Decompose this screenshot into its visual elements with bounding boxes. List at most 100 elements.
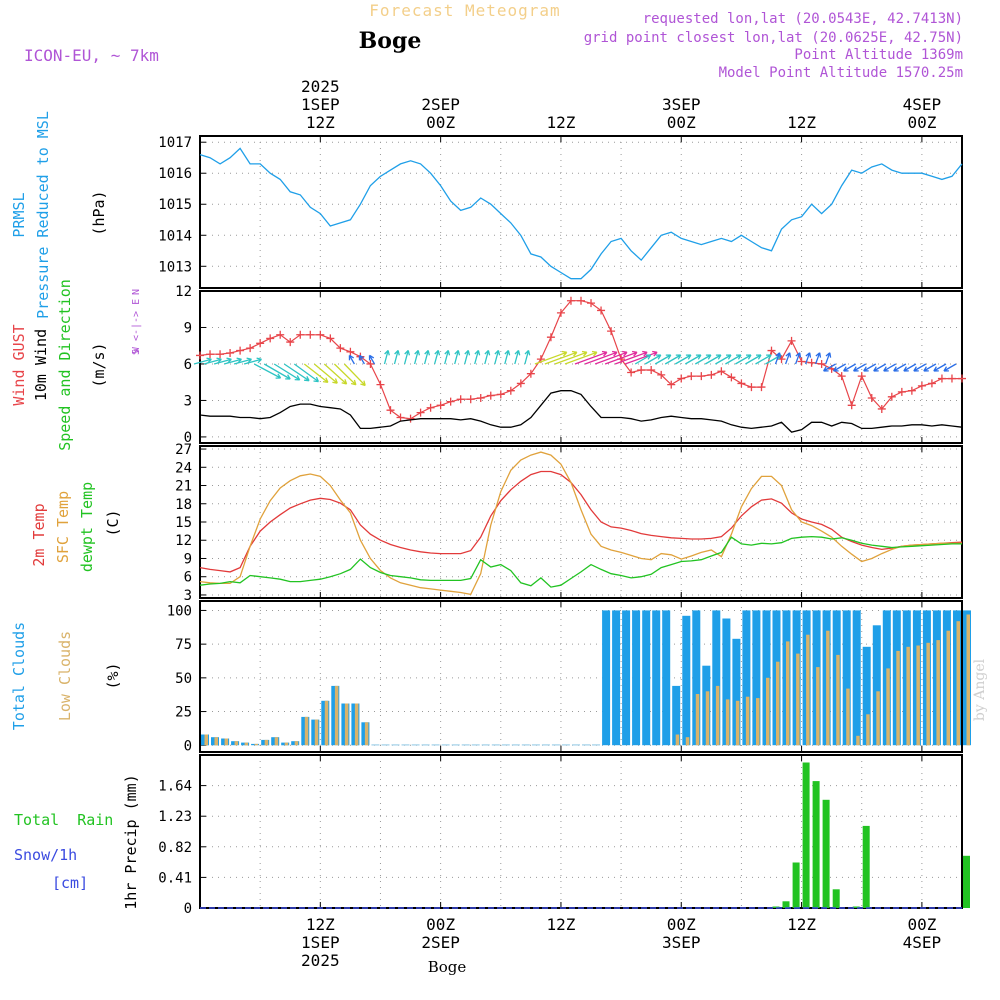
wind-panel: 0 3 6 9 12 <box>175 284 966 446</box>
rain-bar <box>862 825 870 908</box>
low-cloud-bar <box>856 735 860 746</box>
temp-frame <box>199 445 963 599</box>
total-cloud-bar <box>752 610 761 746</box>
low-cloud-bar <box>254 743 259 746</box>
total-cloud-bar <box>852 610 861 746</box>
low-cloud-bar <box>344 703 349 746</box>
wind-ytick-label: 12 <box>175 284 192 300</box>
temp-ytick-label: 18 <box>175 497 192 513</box>
wind-direction-arrow <box>804 352 812 365</box>
gust-point <box>577 296 585 305</box>
wind-direction-arrow <box>634 354 652 365</box>
gust-point <box>647 366 656 375</box>
gust-point <box>206 350 215 359</box>
bottom-time-label: 4SEP <box>903 933 942 952</box>
gust-point <box>256 339 265 348</box>
gust-point <box>396 413 405 422</box>
gust-point <box>276 330 285 339</box>
wind-direction-arrow <box>923 363 937 372</box>
total-cloud-bar <box>551 744 560 746</box>
gust-point <box>847 401 856 410</box>
wind-direction-arrow <box>554 350 588 365</box>
t2m-line <box>199 470 963 573</box>
wind-direction-arrow <box>464 349 471 365</box>
gust-point <box>236 346 245 355</box>
low-cloud-bar <box>334 685 339 746</box>
wind-direction-arrow <box>933 363 947 372</box>
pressure-ytick-label: 1016 <box>158 166 192 182</box>
gust-point <box>687 372 696 381</box>
gust-point <box>607 327 616 336</box>
gust-point <box>366 359 375 368</box>
pressure-panel: 1013 1014 1015 1016 1017 <box>158 135 963 289</box>
low-cloud-bar <box>926 642 930 746</box>
temp-ytick-label: 9 <box>184 551 192 567</box>
wind-direction-arrow <box>343 363 366 387</box>
wind-direction-arrow <box>774 352 782 365</box>
bottom-time-label: 12Z <box>546 915 575 934</box>
gust-line <box>199 300 962 420</box>
compass-n: N <box>131 289 142 295</box>
temp-ytick-label: 27 <box>175 442 192 458</box>
top-time-label: 4SEP <box>903 95 942 114</box>
gust-point <box>877 404 886 413</box>
t2m-label: 2m Temp <box>30 503 48 566</box>
bottom-time-label: 00Z <box>426 915 455 934</box>
clouds-ytick-label: 0 <box>184 738 192 754</box>
pressure-ytick-label: 1013 <box>158 259 192 275</box>
wind-direction-arrow <box>293 363 320 383</box>
gust-point <box>817 359 826 368</box>
rain-bar <box>812 781 820 908</box>
gust-point <box>907 386 916 395</box>
wind-direction-arrow <box>524 349 531 365</box>
wind-direction-arrow <box>348 354 355 365</box>
wind-direction-arrow <box>383 349 390 365</box>
low-cloud-bar <box>936 640 940 746</box>
gridpoint-coords: grid point closest lon,lat (20.0625E, 42… <box>584 30 963 46</box>
gust-point <box>897 387 906 396</box>
wind-direction-arrow <box>745 354 762 365</box>
temp-ytick-label: 3 <box>184 588 192 604</box>
gust-point <box>416 408 425 417</box>
precip-ytick-label: 1.64 <box>158 779 192 795</box>
rain-bar <box>852 906 860 908</box>
top-time-label: 00Z <box>907 113 936 132</box>
low-cloud-bar <box>304 716 309 746</box>
total-cloud-bar <box>421 744 430 746</box>
low-cloud-bar <box>866 714 870 746</box>
gust-point <box>627 368 636 377</box>
gust-point <box>677 374 686 383</box>
low-cloud-bar <box>956 621 960 746</box>
gust-point <box>747 383 756 392</box>
low-cloud-bar <box>294 741 299 746</box>
total-cloud-bar <box>521 744 530 746</box>
total-cloud-bar <box>682 615 691 746</box>
top-time-label: 1SEP <box>301 95 340 114</box>
gust-point <box>566 296 575 305</box>
bottom-time-label: 2025 <box>301 951 340 970</box>
low-cloud-bar <box>906 646 910 746</box>
wind-direction-arrow <box>794 352 802 365</box>
totalclouds-label: Total Clouds <box>10 622 28 730</box>
clouds-panel: 0 25 50 75 100 <box>167 600 971 754</box>
precip-ytick-label: 0 <box>184 901 192 917</box>
low-cloud-bar <box>234 741 239 746</box>
low-cloud-bar <box>786 641 790 746</box>
total-cloud-bar <box>371 744 380 746</box>
low-cloud-bar <box>776 661 780 746</box>
low-cloud-bar <box>284 742 289 746</box>
bottom-time-label: 3SEP <box>662 933 701 952</box>
temp-ytick-label: 6 <box>184 570 192 586</box>
prmsl-label: PRMSL <box>10 192 28 237</box>
pressure-ytick-label: 1017 <box>158 135 192 151</box>
gust-point <box>597 306 606 315</box>
rain-label: Total Rain <box>14 811 113 829</box>
bottom-time-label: 12Z <box>306 915 335 934</box>
rain-bar <box>792 862 800 908</box>
wind10m-label: 10m Wind <box>32 329 50 401</box>
gust-point <box>426 403 435 412</box>
rain-bar <box>782 901 790 908</box>
chart-title: Forecast Meteogram <box>369 1 560 20</box>
gust-point <box>887 392 896 401</box>
